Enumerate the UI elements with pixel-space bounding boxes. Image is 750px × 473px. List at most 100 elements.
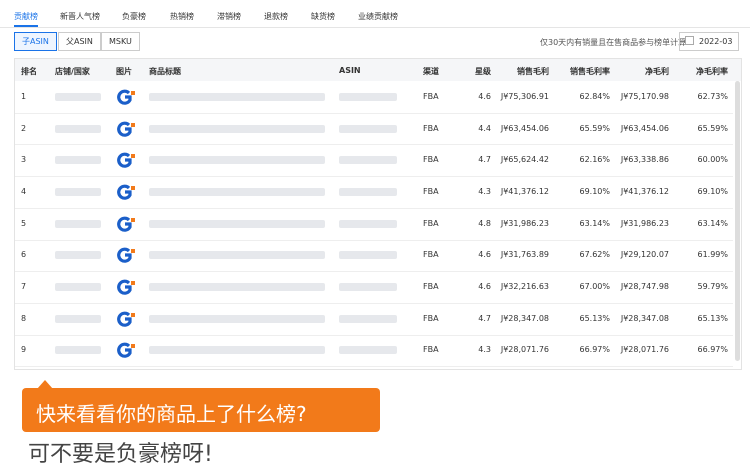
logo: [117, 89, 135, 105]
callout-pointer: [37, 380, 53, 389]
cell: 2: [21, 123, 27, 133]
cell: 67.00%: [579, 282, 610, 292]
asin-placeholder: [339, 187, 397, 196]
row-divider: [15, 302, 733, 304]
table: 排名 店铺/国家 图片 商品标题 ASIN 渠道 星级 销售毛利 销售毛利率 净毛利 净毛利率 1 FB…: [14, 58, 742, 370]
product-image: [116, 279, 136, 295]
cell: J¥65,624.42: [500, 155, 549, 165]
product-image: [116, 184, 136, 200]
cell: 69.10%: [579, 186, 610, 196]
cell: 61.99%: [697, 250, 728, 260]
tab[interactable]: 热销榜: [170, 12, 194, 21]
title-placeholder: [149, 251, 325, 260]
cell: 59.79%: [697, 282, 728, 292]
row-divider: [15, 144, 733, 146]
logo: [117, 184, 135, 200]
filter-button[interactable]: 子ASIN: [14, 32, 57, 51]
store-placeholder: [55, 219, 101, 228]
cell: 4: [21, 186, 27, 196]
filter-button[interactable]: MSKU: [101, 32, 140, 51]
cell: 3: [21, 155, 27, 165]
title-placeholder: [149, 314, 325, 323]
tab[interactable]: 贡献榜: [14, 11, 38, 27]
cell: 66.97%: [579, 345, 610, 355]
cell: J¥63,454.06: [500, 123, 549, 133]
cell: J¥75,306.91: [500, 91, 549, 101]
store-placeholder: [55, 283, 101, 292]
tab[interactable]: 负豪榜: [122, 12, 146, 21]
filter-button[interactable]: 父ASIN: [58, 32, 101, 51]
cell: J¥32,216.63: [500, 282, 549, 292]
column-header: 排名: [21, 67, 37, 76]
cell: J¥31,986.23: [500, 218, 549, 228]
scrollbar[interactable]: [735, 81, 740, 361]
title-placeholder: [149, 346, 325, 355]
cell: FBA: [423, 186, 439, 196]
cell: J¥41,376.12: [500, 186, 549, 196]
cell: J¥31,986.23: [620, 218, 669, 228]
cell: 4.3: [478, 345, 491, 355]
logo: [117, 152, 135, 169]
product-image: [116, 342, 136, 359]
table-header: [15, 59, 741, 81]
cell: 62.16%: [579, 155, 610, 165]
asin-placeholder: [339, 92, 397, 101]
product-image: [116, 311, 136, 327]
store-placeholder: [55, 92, 101, 101]
column-header: 渠道: [423, 67, 439, 76]
row-divider: [15, 334, 733, 336]
cell: 4.8: [478, 218, 491, 228]
cell: J¥63,454.06: [620, 123, 669, 133]
asin-placeholder: [339, 314, 397, 323]
tab-divider: [0, 27, 750, 28]
cell: FBA: [423, 91, 439, 101]
cell: J¥29,120.07: [620, 250, 669, 260]
tab[interactable]: 缺货榜: [311, 12, 335, 21]
column-header: 销售毛利率: [570, 67, 610, 76]
callout: 快来看看你的商品上了什么榜?: [36, 402, 307, 426]
row-divider: [15, 112, 733, 114]
cell: 6: [21, 250, 27, 260]
note: 仅30天内有销量且在售商品参与榜单计算: [540, 38, 687, 47]
store-placeholder: [55, 187, 101, 196]
product-image: [116, 121, 136, 137]
cell: J¥28,347.08: [500, 313, 549, 323]
title-placeholder: [149, 219, 325, 228]
logo: [117, 311, 135, 327]
cell: 65.13%: [579, 313, 610, 323]
cell: J¥28,747.98: [620, 282, 669, 292]
tab[interactable]: 退款榜: [264, 12, 288, 21]
row-divider: [15, 207, 733, 209]
cell: J¥41,376.12: [620, 186, 669, 196]
product-image: [116, 247, 136, 264]
cell: 1: [21, 91, 27, 101]
row-divider: [15, 176, 733, 178]
cell: J¥31,763.89: [500, 250, 549, 260]
row-divider: [15, 366, 733, 368]
cell: 67.62%: [579, 250, 610, 260]
caption: 可不要是负豪榜呀!: [28, 442, 213, 467]
row-divider: [15, 239, 733, 241]
store-placeholder: [55, 346, 101, 355]
cell: FBA: [423, 313, 439, 323]
date-picker[interactable]: 2022-03: [679, 32, 739, 51]
tab[interactable]: 滞销榜: [217, 12, 241, 21]
tab[interactable]: 业绩贡献榜: [358, 12, 398, 21]
cell: FBA: [423, 218, 439, 228]
logo: [117, 343, 135, 359]
callout-box: [22, 388, 380, 432]
column-header: 店铺/国家: [55, 67, 90, 76]
title-placeholder: [149, 283, 325, 292]
logo: [117, 216, 135, 232]
cell: 7: [21, 282, 27, 292]
asin-placeholder: [339, 219, 397, 228]
logo: [117, 121, 135, 137]
logo: [117, 279, 135, 295]
cell: 4.7: [478, 155, 491, 165]
column-header: 图片: [116, 67, 132, 76]
cell: FBA: [423, 250, 439, 260]
tab[interactable]: 新晋人气榜: [60, 12, 100, 21]
row-divider: [15, 271, 733, 273]
calendar-icon: [685, 36, 694, 45]
cell: 60.00%: [697, 155, 728, 165]
